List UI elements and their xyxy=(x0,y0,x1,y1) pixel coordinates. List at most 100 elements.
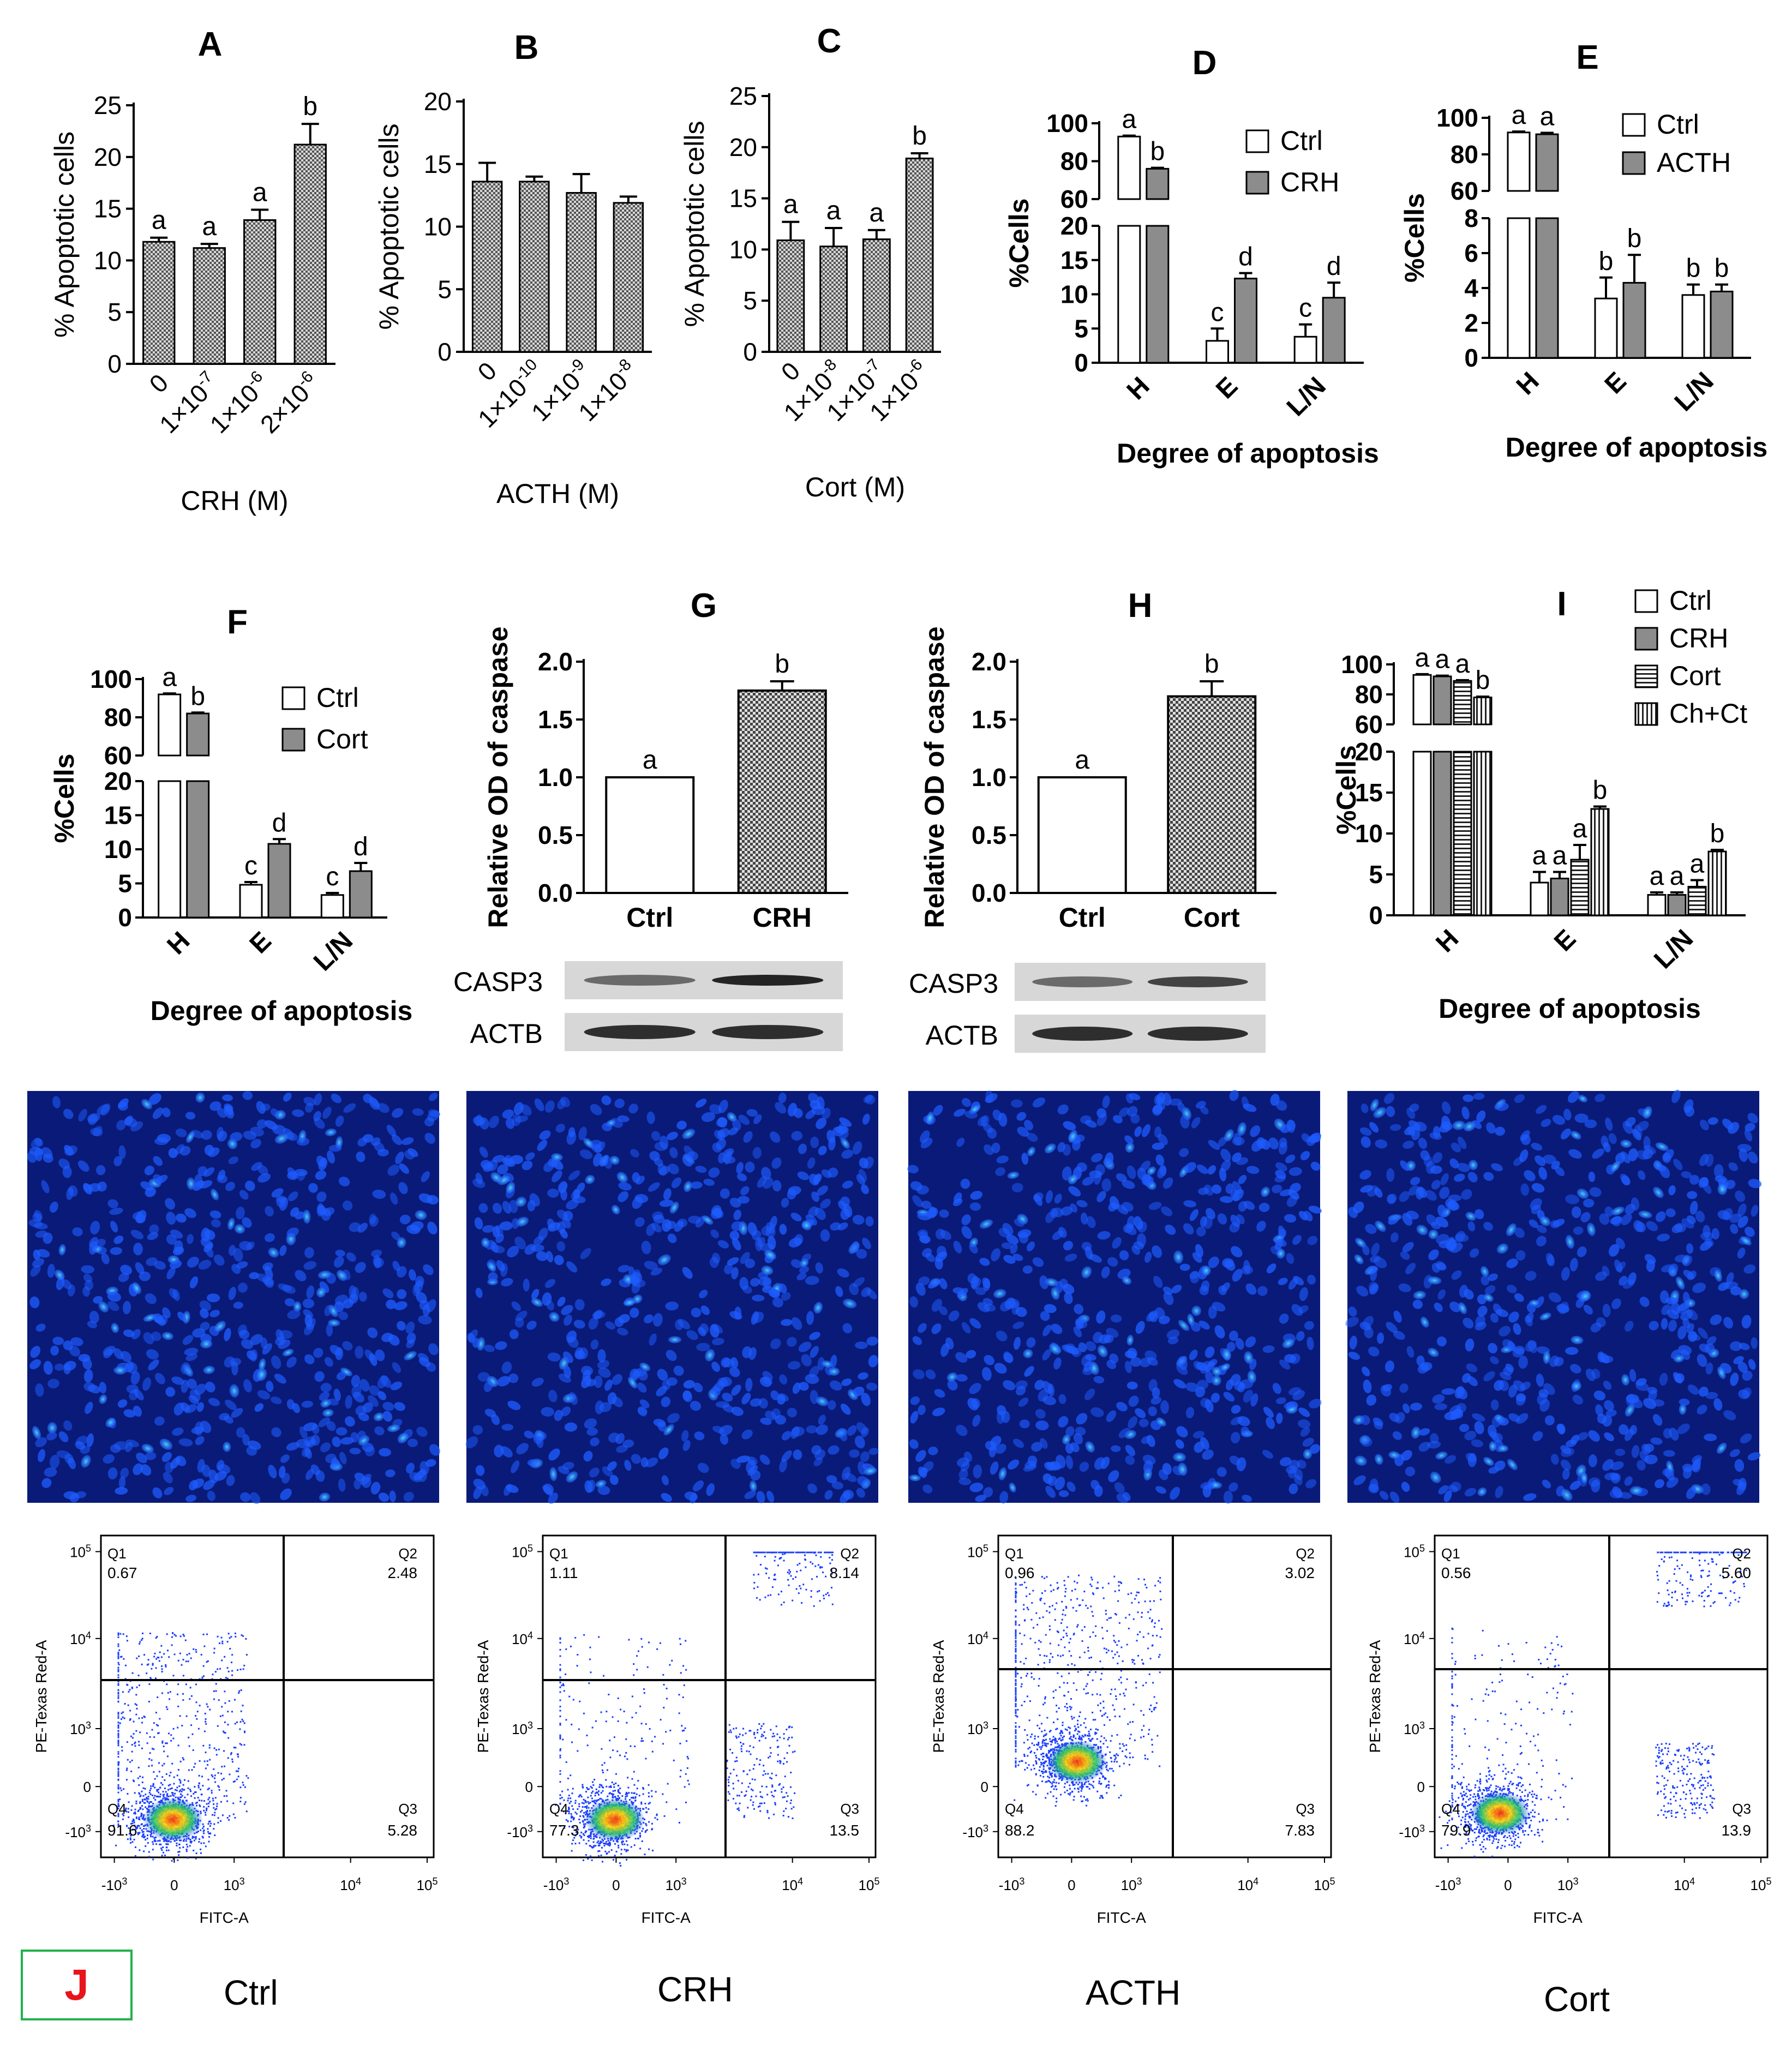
nucleus xyxy=(331,1457,339,1468)
bar xyxy=(142,241,176,365)
event-dot xyxy=(224,1702,226,1704)
nucleus xyxy=(865,1095,876,1105)
legend-swatch xyxy=(1622,151,1646,175)
event-dot xyxy=(166,1683,168,1686)
nucleus xyxy=(256,1368,267,1381)
nucleus xyxy=(502,1201,512,1214)
event-dot xyxy=(152,1858,154,1861)
event-dot xyxy=(117,1727,119,1729)
nucleus xyxy=(305,1468,314,1480)
significance-letter: c xyxy=(1211,298,1224,327)
event-dot xyxy=(570,1797,572,1800)
event-dot xyxy=(733,1788,735,1790)
event-dot xyxy=(579,1834,581,1837)
nucleus xyxy=(345,1395,352,1409)
event-dot xyxy=(205,1809,207,1812)
nucleus xyxy=(83,1369,93,1383)
y-tick-label: 0 xyxy=(1464,344,1478,372)
nucleus xyxy=(752,1294,765,1302)
x-tick-label: Cort xyxy=(1184,902,1240,933)
panel-f: F051015206080100%CellsabHcdEcdL/NDegree … xyxy=(49,603,412,1026)
nucleus xyxy=(335,1115,344,1127)
event-dot xyxy=(218,1789,220,1791)
event-dot xyxy=(209,1825,211,1827)
nucleus xyxy=(751,1230,762,1240)
event-dot xyxy=(685,1669,687,1671)
event-dot xyxy=(187,1780,189,1782)
event-dot xyxy=(117,1763,119,1765)
nucleus xyxy=(72,1227,83,1237)
nucleus xyxy=(811,1445,822,1455)
event-dot xyxy=(796,1570,798,1573)
nucleus xyxy=(632,1172,640,1183)
nucleus xyxy=(257,1173,271,1183)
event-dot xyxy=(170,1740,172,1742)
event-dot xyxy=(636,1655,638,1657)
event-dot xyxy=(131,1686,133,1688)
nucleus xyxy=(731,1267,739,1280)
event-dot xyxy=(160,1847,163,1849)
nucleus xyxy=(338,1478,346,1492)
event-dot xyxy=(802,1584,805,1586)
event-dot xyxy=(155,1724,158,1726)
y-tick-label: 2.0 xyxy=(972,647,1006,676)
nucleus xyxy=(663,1424,674,1436)
nucleus xyxy=(250,1349,258,1362)
nucleus xyxy=(676,1120,687,1130)
event-dot xyxy=(207,1831,209,1833)
flow-y-tick-label: -103 xyxy=(65,1823,91,1840)
event-dot xyxy=(179,1715,181,1717)
nucleus xyxy=(787,1336,797,1347)
blot-label: ACTB xyxy=(470,1018,543,1049)
nucleus xyxy=(497,1376,511,1387)
event-dot xyxy=(182,1784,184,1786)
nucleus xyxy=(391,1231,400,1240)
event-dot xyxy=(117,1784,119,1786)
nucleus xyxy=(378,1492,389,1502)
event-dot xyxy=(229,1773,231,1776)
event-dot xyxy=(773,1578,775,1580)
nucleus xyxy=(811,1105,825,1116)
nucleus xyxy=(799,1382,809,1391)
legend-label: ACTH xyxy=(1657,147,1731,178)
nucleus xyxy=(203,1167,215,1177)
y-tick-label: 10 xyxy=(94,246,122,274)
event-dot xyxy=(239,1728,241,1730)
nucleus xyxy=(271,1427,281,1437)
event-dot xyxy=(133,1780,135,1783)
nucleus xyxy=(185,1495,196,1502)
event-dot xyxy=(217,1821,219,1824)
nucleus xyxy=(110,1247,122,1255)
nucleus xyxy=(133,1463,143,1476)
event-dot xyxy=(122,1716,124,1718)
bar xyxy=(1681,294,1705,359)
nucleus xyxy=(403,1491,415,1502)
legend-swatch xyxy=(1634,664,1658,688)
nucleus xyxy=(710,1209,722,1219)
nucleus xyxy=(35,1230,47,1238)
nucleus xyxy=(580,1248,591,1260)
nucleus xyxy=(153,1174,163,1184)
nucleus xyxy=(566,1261,578,1273)
nucleus xyxy=(240,1492,251,1502)
significance-letter: a xyxy=(1553,842,1567,871)
blot-band xyxy=(584,1025,696,1039)
event-dot xyxy=(199,1705,201,1707)
event-dot xyxy=(169,1774,171,1777)
nucleus xyxy=(604,1380,613,1391)
nucleus xyxy=(607,1461,617,1471)
event-dot xyxy=(663,1815,666,1817)
event-dot xyxy=(201,1800,203,1802)
event-dot xyxy=(137,1832,139,1834)
event-dot xyxy=(163,1794,165,1796)
nucleus xyxy=(145,1452,157,1460)
y-tick-label: 1.0 xyxy=(972,763,1006,791)
event-dot xyxy=(131,1672,134,1674)
event-dot xyxy=(144,1788,146,1790)
nucleus xyxy=(296,1137,310,1146)
nucleus xyxy=(268,1465,277,1479)
event-dot xyxy=(123,1788,125,1790)
nucleus xyxy=(627,1377,638,1389)
bar xyxy=(905,157,934,353)
nucleus xyxy=(421,1171,430,1183)
